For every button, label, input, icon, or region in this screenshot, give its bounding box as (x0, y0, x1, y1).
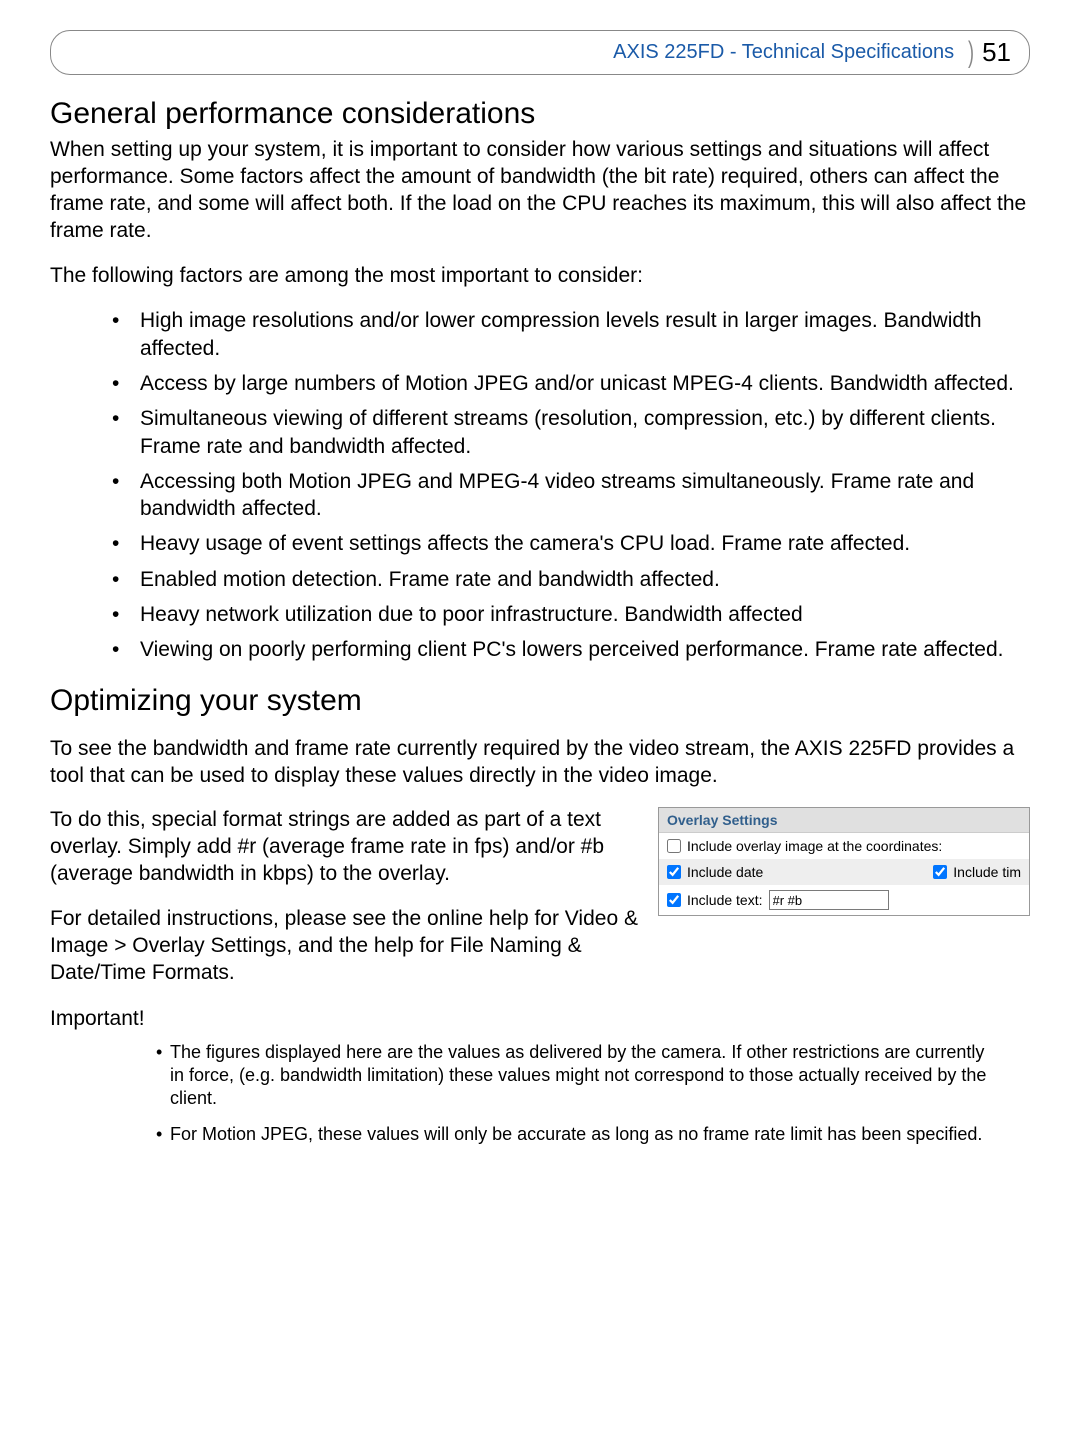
list-item: Heavy usage of event settings affects th… (140, 530, 1030, 557)
overlay-settings-panel: Overlay Settings Include overlay image a… (658, 807, 1030, 916)
list-item: For Motion JPEG, these values will only … (170, 1123, 1000, 1146)
list-item: Enabled motion detection. Frame rate and… (140, 566, 1030, 593)
list-item: Simultaneous viewing of different stream… (140, 405, 1030, 460)
overlay-row-date-time: Include date Include tim (659, 859, 1029, 885)
section1-p1: When setting up your system, it is impor… (50, 137, 1030, 245)
include-text-input[interactable] (769, 890, 889, 910)
list-item: Access by large numbers of Motion JPEG a… (140, 370, 1030, 397)
list-item: Heavy network utilization due to poor in… (140, 601, 1030, 628)
page-number-wrap: ) 51 (966, 37, 1011, 68)
factors-list: High image resolutions and/or lower comp… (50, 307, 1030, 663)
list-item: The figures displayed here are the value… (170, 1041, 1000, 1111)
important-label: Important! (50, 1007, 1030, 1031)
section2-p2: To do this, special format strings are a… (50, 807, 638, 888)
section2-p3: For detailed instructions, please see th… (50, 906, 638, 987)
paren-icon: ) (968, 42, 974, 64)
important-notes: The figures displayed here are the value… (50, 1041, 1030, 1147)
breadcrumb: AXIS 225FD - Technical Specifications (613, 41, 954, 64)
include-date-checkbox[interactable] (667, 865, 681, 879)
overlay-row-coordinates: Include overlay image at the coordinates… (659, 833, 1029, 859)
include-time-checkbox[interactable] (933, 865, 947, 879)
section-title-optimizing: Optimizing your system (50, 684, 1030, 718)
include-overlay-image-label: Include overlay image at the coordinates… (687, 838, 942, 854)
section-title-general: General performance considerations (50, 97, 1030, 131)
section2-p1: To see the bandwidth and frame rate curr… (50, 736, 1030, 790)
overlay-settings-title: Overlay Settings (659, 808, 1029, 833)
include-date-label: Include date (687, 864, 763, 880)
list-item: Accessing both Motion JPEG and MPEG-4 vi… (140, 468, 1030, 523)
include-text-label: Include text: (687, 892, 763, 908)
overlay-row-text: Include text: (659, 885, 1029, 915)
include-time-label: Include tim (953, 864, 1021, 880)
include-text-checkbox[interactable] (667, 893, 681, 907)
list-item: Viewing on poorly performing client PC's… (140, 636, 1030, 663)
section1-p2: The following factors are among the most… (50, 263, 1030, 290)
page-number: 51 (976, 37, 1011, 68)
page-header: AXIS 225FD - Technical Specifications ) … (50, 30, 1030, 75)
include-overlay-image-checkbox[interactable] (667, 839, 681, 853)
list-item: High image resolutions and/or lower comp… (140, 307, 1030, 362)
